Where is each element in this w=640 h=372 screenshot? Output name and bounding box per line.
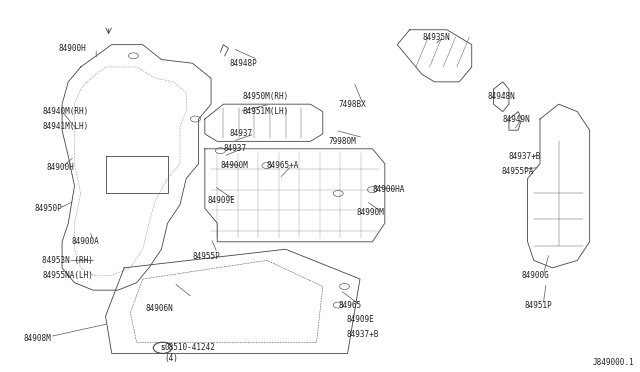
Text: 84950P: 84950P	[34, 204, 62, 213]
Text: 84955P: 84955P	[193, 252, 220, 261]
Text: 84965+A: 84965+A	[267, 161, 300, 170]
Text: 84990M: 84990M	[357, 208, 385, 217]
Text: 84900G: 84900G	[522, 271, 549, 280]
Text: 84955NA(LH): 84955NA(LH)	[42, 271, 93, 280]
Text: 84900H: 84900H	[59, 44, 86, 53]
Text: 84955PA: 84955PA	[502, 167, 534, 176]
Text: 84909E: 84909E	[346, 315, 374, 324]
Text: 84948N: 84948N	[487, 92, 515, 101]
Text: 84951P: 84951P	[525, 301, 552, 310]
Text: 84909E: 84909E	[208, 196, 236, 205]
Text: 08510-41242: 08510-41242	[164, 343, 215, 352]
Text: (4): (4)	[164, 355, 179, 363]
Text: 84965: 84965	[339, 301, 362, 310]
Text: S: S	[161, 345, 164, 351]
Text: 84900M: 84900M	[220, 161, 248, 170]
Text: 84937: 84937	[223, 144, 246, 153]
Text: 84949N: 84949N	[503, 115, 531, 124]
Text: 84940M(RH): 84940M(RH)	[42, 107, 88, 116]
Text: 84951M(LH): 84951M(LH)	[242, 107, 289, 116]
Text: J849000.1: J849000.1	[593, 358, 634, 367]
Text: 7498BX: 7498BX	[339, 100, 366, 109]
Text: 84937: 84937	[230, 129, 253, 138]
Text: 84906N: 84906N	[146, 304, 173, 313]
Text: 84900HA: 84900HA	[372, 185, 404, 194]
Text: 84908M: 84908M	[24, 334, 51, 343]
Text: 84900H: 84900H	[47, 163, 74, 172]
Text: 84937+B: 84937+B	[509, 152, 541, 161]
Text: 84950M(RH): 84950M(RH)	[242, 92, 289, 101]
Text: 84948P: 84948P	[230, 59, 257, 68]
Text: 84941M(LH): 84941M(LH)	[42, 122, 88, 131]
Text: 84900A: 84900A	[72, 237, 99, 246]
Text: 79980M: 79980M	[329, 137, 356, 146]
Text: 84937+B: 84937+B	[346, 330, 379, 339]
Text: 84953N (RH): 84953N (RH)	[42, 256, 93, 265]
Text: 84935N: 84935N	[422, 33, 450, 42]
